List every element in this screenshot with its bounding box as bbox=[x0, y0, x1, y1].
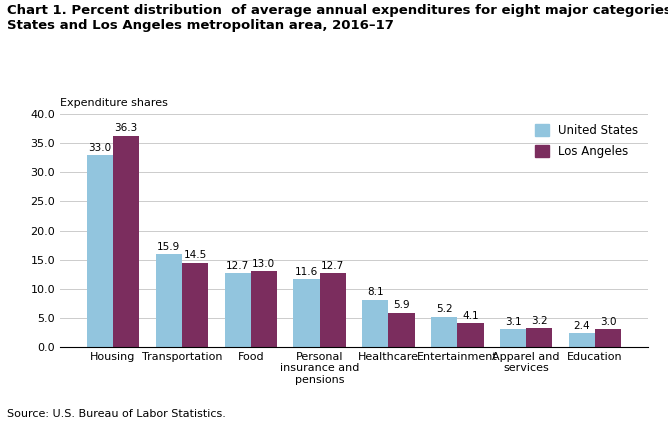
Bar bbox=[458, 323, 484, 347]
Text: Chart 1. Percent distribution  of average annual expenditures for eight major ca: Chart 1. Percent distribution of average… bbox=[7, 4, 668, 32]
Bar bbox=[182, 263, 208, 347]
Bar bbox=[431, 316, 458, 347]
Text: 12.7: 12.7 bbox=[321, 261, 344, 271]
Text: 36.3: 36.3 bbox=[114, 124, 138, 133]
Text: 13.0: 13.0 bbox=[253, 259, 275, 269]
Bar bbox=[389, 313, 415, 347]
Text: 5.2: 5.2 bbox=[436, 304, 452, 314]
Text: 5.9: 5.9 bbox=[393, 300, 410, 310]
Text: 3.2: 3.2 bbox=[531, 316, 548, 326]
Text: 15.9: 15.9 bbox=[157, 242, 180, 252]
Bar bbox=[526, 328, 552, 347]
Text: 8.1: 8.1 bbox=[367, 287, 383, 297]
Text: 2.4: 2.4 bbox=[574, 321, 591, 331]
Bar bbox=[595, 330, 621, 347]
Text: 3.1: 3.1 bbox=[505, 316, 522, 327]
Bar bbox=[156, 254, 182, 347]
Text: Expenditure shares: Expenditure shares bbox=[60, 98, 168, 108]
Bar bbox=[250, 271, 277, 347]
Bar bbox=[87, 155, 113, 347]
Text: 4.1: 4.1 bbox=[462, 310, 479, 321]
Text: 14.5: 14.5 bbox=[183, 250, 206, 260]
Bar bbox=[319, 273, 346, 347]
Bar bbox=[293, 280, 319, 347]
Bar bbox=[569, 333, 595, 347]
Text: 3.0: 3.0 bbox=[600, 317, 617, 327]
Bar bbox=[224, 273, 250, 347]
Text: 12.7: 12.7 bbox=[226, 261, 249, 271]
Bar bbox=[500, 329, 526, 347]
Text: 11.6: 11.6 bbox=[295, 267, 318, 277]
Legend: United States, Los Angeles: United States, Los Angeles bbox=[531, 120, 642, 162]
Bar bbox=[362, 300, 389, 347]
Bar bbox=[113, 136, 139, 347]
Text: Source: U.S. Bureau of Labor Statistics.: Source: U.S. Bureau of Labor Statistics. bbox=[7, 409, 226, 419]
Text: 33.0: 33.0 bbox=[88, 143, 112, 153]
